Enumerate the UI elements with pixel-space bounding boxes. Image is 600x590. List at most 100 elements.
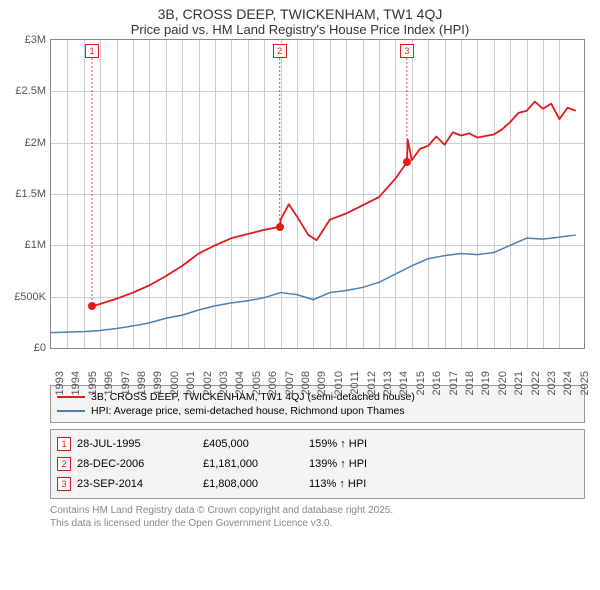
marker-dot: [276, 223, 284, 231]
legend-row-series2: HPI: Average price, semi-detached house,…: [57, 404, 578, 418]
y-axis-label: £1M: [6, 239, 46, 251]
gridline-v: [445, 40, 446, 348]
y-axis-label: £2M: [6, 137, 46, 149]
transaction-row: 3 23-SEP-2014 £1,808,000 113% ↑ HPI: [57, 474, 578, 494]
x-axis-label: 1999: [152, 371, 164, 395]
x-axis-label: 1996: [103, 371, 115, 395]
x-axis-label: 2006: [267, 371, 279, 395]
x-axis-label: 2018: [464, 371, 476, 395]
x-axis-label: 1994: [70, 371, 82, 395]
gridline-v: [182, 40, 183, 348]
tx-date: 28-DEC-2006: [77, 458, 197, 470]
gridline-v: [231, 40, 232, 348]
x-axis-label: 2008: [300, 371, 312, 395]
x-axis-label: 2015: [415, 371, 427, 395]
x-axis-label: 2005: [251, 371, 263, 395]
y-axis-label: £3M: [6, 34, 46, 46]
gridline-v: [248, 40, 249, 348]
gridline-v: [527, 40, 528, 348]
gridline-v: [67, 40, 68, 348]
marker-label-3: 3: [400, 44, 414, 58]
gridline-v: [428, 40, 429, 348]
gridline-v: [346, 40, 347, 348]
chart-area: £0£500K£1M£1.5M£2M£2.5M£3M123 1993199419…: [50, 39, 585, 379]
gridline-v: [395, 40, 396, 348]
x-axis-label: 2023: [546, 371, 558, 395]
tx-hpi: 113% ↑ HPI: [309, 478, 578, 490]
marker-label-1: 1: [85, 44, 99, 58]
series-line: [92, 102, 576, 307]
y-axis-label: £2.5M: [6, 85, 46, 97]
x-axis-label: 2016: [431, 371, 443, 395]
gridline-v: [461, 40, 462, 348]
marker-dot: [403, 158, 411, 166]
x-axis-label: 2009: [316, 371, 328, 395]
gridline-v: [543, 40, 544, 348]
y-axis-label: £500K: [6, 291, 46, 303]
gridline-v: [363, 40, 364, 348]
tx-marker: 2: [57, 457, 71, 471]
gridline-v: [313, 40, 314, 348]
chart-title-block: 3B, CROSS DEEP, TWICKENHAM, TW1 4QJ Pric…: [0, 0, 600, 39]
gridline-v: [199, 40, 200, 348]
transaction-row: 2 28-DEC-2006 £1,181,000 139% ↑ HPI: [57, 454, 578, 474]
x-axis-label: 2000: [169, 371, 181, 395]
x-axis-label: 2012: [366, 371, 378, 395]
x-axis-label: 2010: [333, 371, 345, 395]
gridline-v: [100, 40, 101, 348]
gridline-v: [149, 40, 150, 348]
x-axis-label: 2022: [530, 371, 542, 395]
x-axis-label: 1998: [136, 371, 148, 395]
gridline-v: [215, 40, 216, 348]
transactions-panel: 128-JUL-1995£405,000159% ↑ HPI228-DEC-20…: [50, 429, 585, 499]
tx-price: £1,808,000: [203, 478, 303, 490]
x-axis-label: 2019: [480, 371, 492, 395]
y-axis-label: £1.5M: [6, 188, 46, 200]
gridline-v: [117, 40, 118, 348]
x-axis-label: 2021: [513, 371, 525, 395]
x-axis-label: 2014: [398, 371, 410, 395]
tx-price: £1,181,000: [203, 458, 303, 470]
tx-hpi: 159% ↑ HPI: [309, 438, 578, 450]
chart-subtitle: Price paid vs. HM Land Registry's House …: [0, 22, 600, 37]
x-axis-label: 2011: [349, 371, 361, 395]
gridline-v: [510, 40, 511, 348]
tx-hpi: 139% ↑ HPI: [309, 458, 578, 470]
gridline-v: [412, 40, 413, 348]
y-axis-label: £0: [6, 342, 46, 354]
gridline-v: [477, 40, 478, 348]
legend-swatch-series1: [57, 396, 85, 398]
x-axis-label: 2017: [448, 371, 460, 395]
legend-swatch-series2: [57, 410, 85, 412]
x-axis-label: 2024: [562, 371, 574, 395]
footnote: Contains HM Land Registry data © Crown c…: [50, 505, 585, 530]
gridline-v: [297, 40, 298, 348]
tx-marker: 3: [57, 477, 71, 491]
gridline-h: [51, 245, 584, 246]
x-axis-label: 2003: [218, 371, 230, 395]
x-axis-label: 2004: [234, 371, 246, 395]
chart-title: 3B, CROSS DEEP, TWICKENHAM, TW1 4QJ: [0, 6, 600, 22]
tx-marker: 1: [57, 437, 71, 451]
x-axis-label: 1995: [87, 371, 99, 395]
footnote-line2: This data is licensed under the Open Gov…: [50, 518, 585, 531]
gridline-h: [51, 143, 584, 144]
tx-price: £405,000: [203, 438, 303, 450]
gridline-v: [494, 40, 495, 348]
gridline-v: [264, 40, 265, 348]
x-axis-label: 2020: [497, 371, 509, 395]
x-axis-label: 2001: [185, 371, 197, 395]
gridline-v: [559, 40, 560, 348]
gridline-v: [379, 40, 380, 348]
x-axis-label: 2007: [284, 371, 296, 395]
gridline-v: [166, 40, 167, 348]
tx-date: 23-SEP-2014: [77, 478, 197, 490]
legend-label-series2: HPI: Average price, semi-detached house,…: [91, 405, 405, 417]
gridline-v: [330, 40, 331, 348]
x-axis-label: 2002: [202, 371, 214, 395]
gridline-v: [281, 40, 282, 348]
plot-region: £0£500K£1M£1.5M£2M£2.5M£3M123: [50, 39, 585, 349]
gridline-v: [133, 40, 134, 348]
gridline-v: [84, 40, 85, 348]
gridline-h: [51, 91, 584, 92]
